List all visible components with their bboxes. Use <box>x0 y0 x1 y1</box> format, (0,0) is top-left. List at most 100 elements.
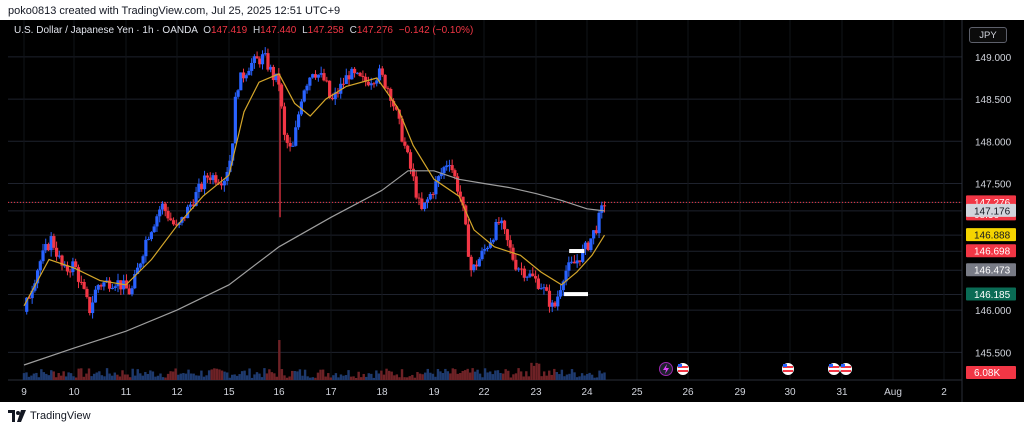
time-axis-label: 9 <box>21 387 27 398</box>
volume-bar <box>265 373 269 380</box>
volume-bar <box>380 370 383 380</box>
volume-bar <box>593 377 596 380</box>
volume-bar <box>306 376 309 380</box>
candle-body <box>188 204 193 207</box>
volume-bar <box>30 375 33 380</box>
volume-bar <box>362 373 365 380</box>
us-flag-event-icon-canton <box>829 364 833 367</box>
volume-bar <box>471 368 474 380</box>
lower-bar-annotation[interactable] <box>564 292 588 297</box>
candle-body <box>602 205 607 207</box>
candle-body <box>211 175 215 181</box>
candle-body <box>600 205 604 213</box>
volume-bar <box>416 371 419 380</box>
candle-body <box>553 302 557 307</box>
volume-bar <box>339 374 343 380</box>
volume-bar <box>441 373 445 380</box>
volume-bar <box>128 377 132 380</box>
upper-bar-annotation[interactable] <box>569 249 585 254</box>
candle-body <box>135 267 140 274</box>
volume-bar <box>595 377 599 380</box>
volume-bar <box>483 368 487 380</box>
volume-bar <box>382 374 386 380</box>
candle-body <box>539 288 543 290</box>
volume-bar <box>451 368 455 380</box>
volume-bar <box>210 369 213 380</box>
volume-bar <box>111 375 114 380</box>
candle-body <box>466 224 471 257</box>
volume-bar <box>514 373 518 380</box>
candle-body <box>531 273 535 277</box>
volume-bar <box>57 373 60 380</box>
volume-bar <box>588 372 591 380</box>
candle-body <box>474 264 479 267</box>
candle-body <box>383 74 387 89</box>
volume-bar <box>126 374 129 380</box>
volume-bar <box>82 376 86 380</box>
candle-body <box>311 74 315 78</box>
candle-body <box>380 68 384 75</box>
candle-body <box>197 183 201 193</box>
volume-bar <box>478 373 482 380</box>
candle-body <box>570 261 574 263</box>
volume-bar <box>55 377 58 380</box>
candle-body <box>494 221 498 240</box>
candle-body <box>231 143 235 161</box>
volume-bar <box>27 376 31 380</box>
symbol-title: U.S. Dollar / Japanese Yen · 1h · OANDA <box>14 25 198 36</box>
volume-bar <box>231 374 234 380</box>
candle-body <box>208 177 212 181</box>
candle-body <box>447 165 452 167</box>
candle-body <box>423 202 427 210</box>
volume-bar <box>461 370 464 380</box>
volume-bar <box>177 374 180 380</box>
low-value: 147.258 <box>307 25 344 36</box>
tradingview-logo-icon <box>8 410 26 422</box>
price-tick-label: 145.500 <box>975 348 1012 359</box>
level-gray-tag: 146.473 <box>974 266 1011 277</box>
volume-bar <box>530 362 533 380</box>
time-axis-label: 31 <box>836 387 848 398</box>
candle-body <box>450 165 454 171</box>
volume-bar <box>77 368 80 380</box>
volume-bar <box>113 372 116 380</box>
volume-bar <box>357 371 360 380</box>
volume-bar <box>290 370 294 380</box>
candle-body <box>152 226 156 233</box>
volume-bar <box>550 374 553 380</box>
time-axis-label: 17 <box>325 387 337 398</box>
candle-body <box>93 289 98 303</box>
candle-body <box>411 168 415 177</box>
volume-bar <box>316 372 320 380</box>
candle-body <box>291 145 295 147</box>
time-axis-label: 12 <box>171 387 183 398</box>
candle-body <box>46 244 51 251</box>
volume-bar <box>45 373 48 380</box>
candle-body <box>174 224 178 226</box>
volume-bar <box>563 376 566 380</box>
volume-bar <box>25 372 28 380</box>
volume-bar <box>598 370 601 380</box>
volume-bar <box>298 369 302 380</box>
volume-bar <box>144 371 147 380</box>
volume-bar <box>359 377 363 380</box>
candle-body <box>202 175 207 190</box>
candle-body <box>65 265 70 272</box>
candle-body <box>575 260 579 264</box>
candle-body <box>366 81 371 86</box>
volume-bar <box>146 373 150 380</box>
candle-body <box>285 134 289 143</box>
currency-button[interactable]: JPY <box>969 27 1007 43</box>
us-flag-event-icon-canton <box>678 364 682 367</box>
volume-bar <box>293 371 296 380</box>
price-tick-label: 148.000 <box>975 137 1012 148</box>
volume-bar <box>156 375 160 380</box>
volume-bar <box>169 371 172 380</box>
volume-bar <box>260 377 264 380</box>
candle-body <box>319 73 323 75</box>
candle-body <box>472 264 476 271</box>
us-flag-event-icon-stripe <box>829 366 839 368</box>
last-price-tag: 147.276 <box>974 198 1011 209</box>
candle-body <box>436 176 441 182</box>
